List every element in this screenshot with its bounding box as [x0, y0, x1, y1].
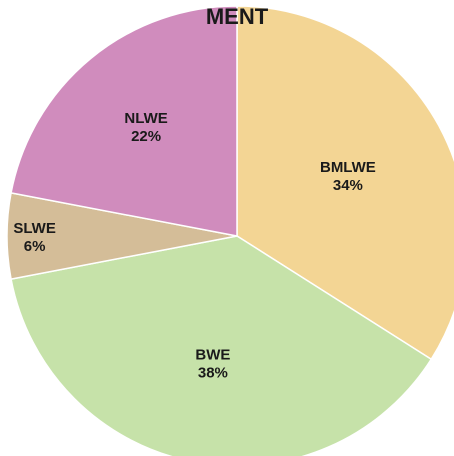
slice-label-bwe: BWE: [195, 347, 230, 364]
pie-slice-bwe: [10, 235, 433, 456]
slice-label-bmlwe: BMLWE: [320, 159, 376, 176]
slice-label-nlwe: NLWE: [124, 110, 167, 127]
slice-label-slwe: SLWE: [13, 220, 56, 237]
chart-title: MENT: [206, 4, 269, 29]
slice-value-slwe: 6%: [24, 238, 46, 255]
pie-slice-bmlwe: [236, 5, 454, 361]
pie-slices: [6, 5, 454, 456]
pie-slice-nlwe: [10, 5, 238, 237]
slice-value-nlwe: 22%: [131, 128, 161, 145]
slice-value-bmlwe: 34%: [333, 177, 363, 194]
slice-value-bwe: 38%: [198, 365, 228, 382]
